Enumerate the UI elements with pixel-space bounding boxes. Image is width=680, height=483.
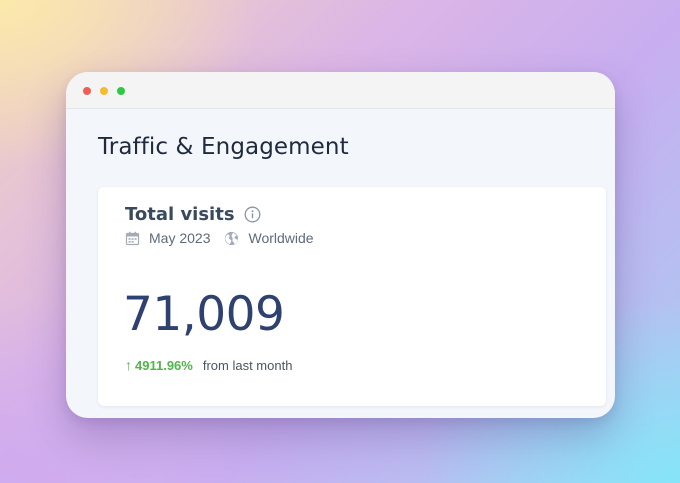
window-titlebar xyxy=(66,72,615,109)
globe-icon xyxy=(224,231,239,246)
close-window-button[interactable] xyxy=(83,87,91,95)
section-title: Traffic & Engagement xyxy=(98,134,349,160)
total-visits-card: Total visits xyxy=(98,187,606,406)
minimize-window-button[interactable] xyxy=(100,87,108,95)
info-icon[interactable] xyxy=(244,206,261,223)
change-label: from last month xyxy=(202,357,293,373)
change-percent: 4911.96% xyxy=(135,357,193,373)
card-header: Total visits xyxy=(125,204,261,225)
change-indicator: ↑ 4911.96% from last month xyxy=(125,357,292,373)
arrow-up-icon: ↑ xyxy=(125,357,132,373)
region-label: Worldwide xyxy=(248,230,314,246)
card-title: Total visits xyxy=(125,204,235,225)
total-visits-value: 71,009 xyxy=(123,287,285,342)
maximize-window-button[interactable] xyxy=(117,87,125,95)
calendar-icon xyxy=(125,231,140,246)
app-window: Traffic & Engagement Total visits xyxy=(66,72,615,418)
card-meta: May 2023 Worldwide xyxy=(125,230,314,246)
period-label: May 2023 xyxy=(149,230,211,246)
